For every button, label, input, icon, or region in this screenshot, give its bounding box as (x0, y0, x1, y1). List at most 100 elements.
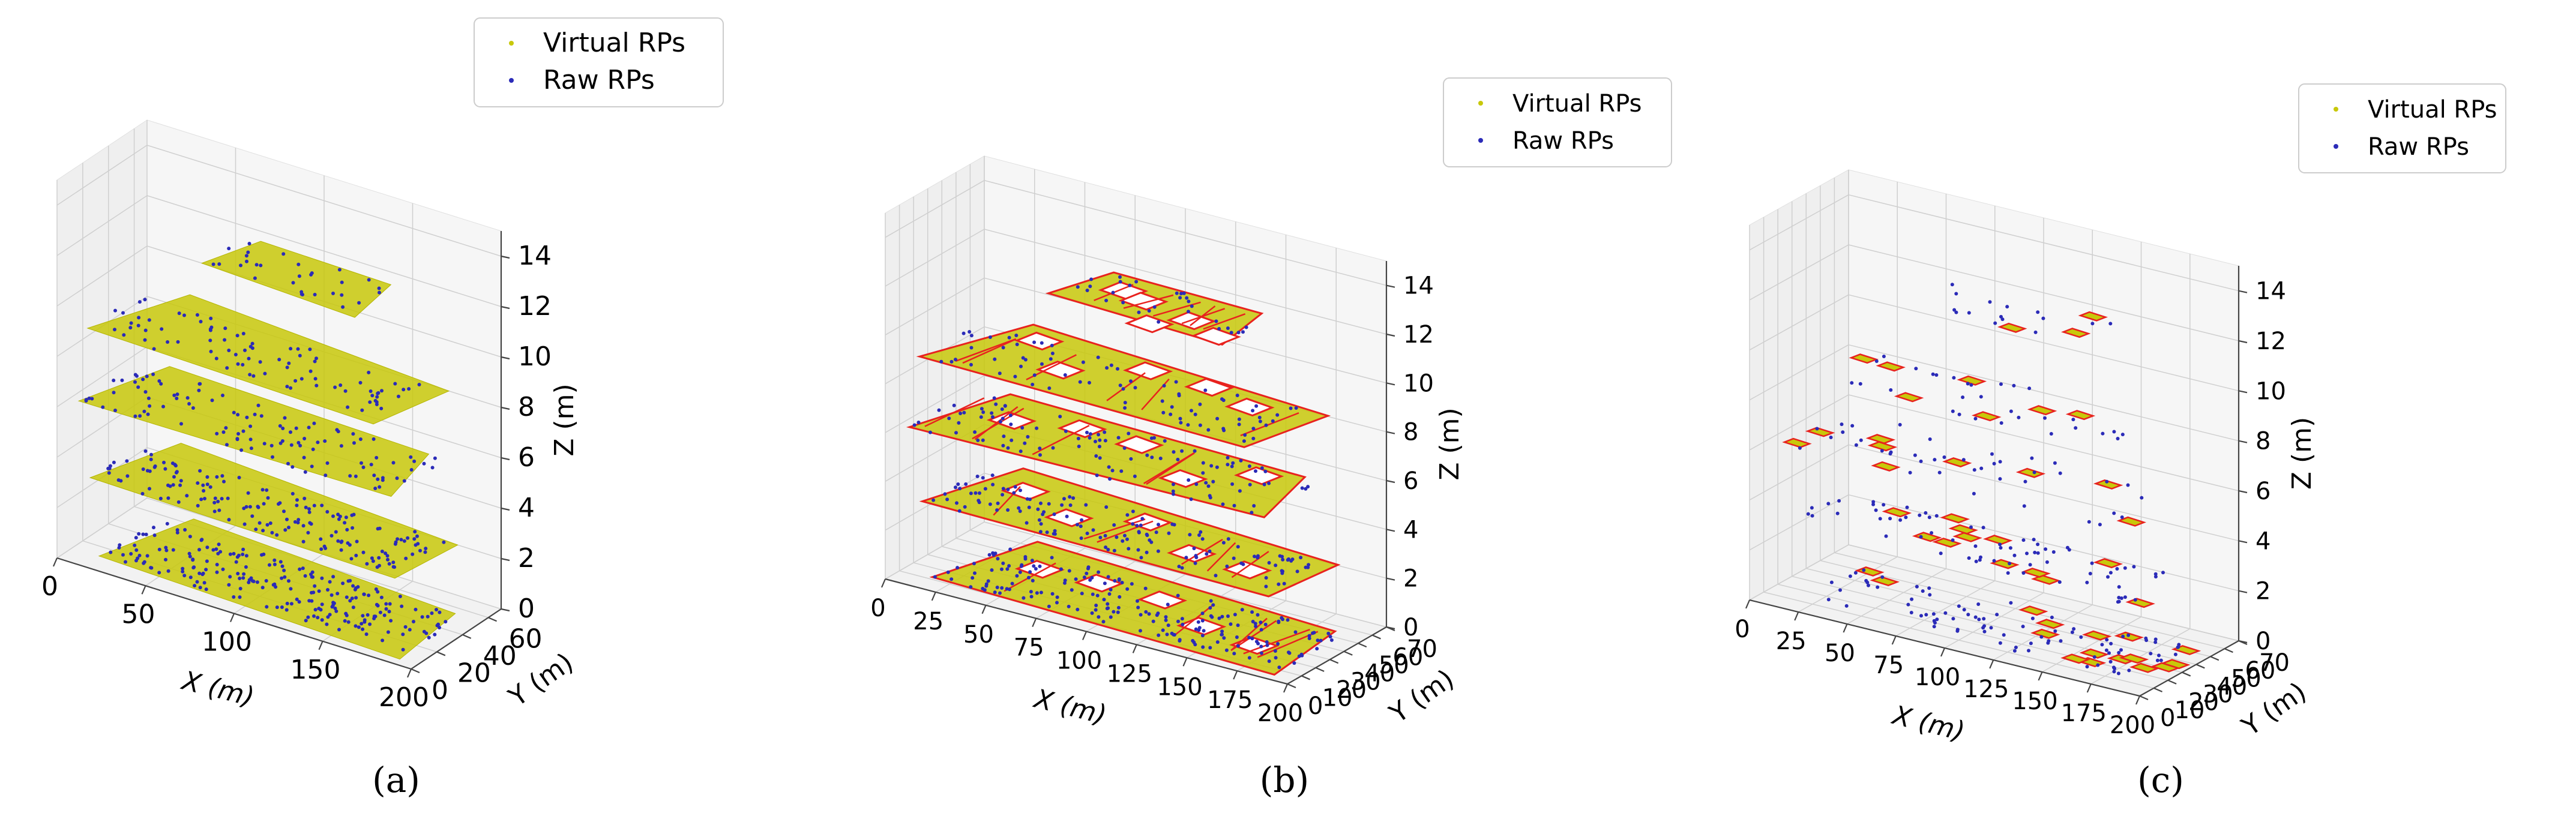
raw-rp-point (1028, 497, 1032, 502)
raw-rp-point (107, 471, 111, 475)
raw-rp-point (1194, 554, 1198, 558)
raw-rp-point (1063, 581, 1067, 585)
raw-rp-point (227, 349, 231, 352)
raw-rp-point (303, 574, 307, 578)
raw-rp-point (1237, 422, 1241, 427)
y-tick-label: 60 (1392, 644, 1423, 671)
raw-rp-point (1006, 508, 1010, 512)
raw-rp-point (173, 464, 178, 468)
raw-rp-point (1035, 591, 1039, 595)
raw-rp-point (1088, 432, 1092, 436)
raw-rp-point (301, 293, 304, 296)
raw-rp-point (2157, 653, 2161, 658)
raw-rp-point (284, 608, 289, 612)
raw-rp-point (1060, 503, 1064, 507)
raw-rp-point (299, 377, 304, 381)
raw-rp-point (1217, 327, 1221, 331)
raw-rp-point (324, 546, 328, 550)
virtual-rp-patch (1948, 524, 1978, 535)
raw-rp-point (1158, 457, 1163, 460)
raw-rp-point (205, 475, 209, 479)
raw-rp-point (333, 607, 337, 610)
raw-rp-point (1274, 563, 1278, 568)
raw-rp-point (928, 430, 932, 434)
raw-rp-point (1002, 434, 1006, 439)
raw-rp-point (1254, 640, 1259, 644)
y-tick (411, 668, 420, 674)
raw-rp-point (228, 552, 232, 556)
raw-rp-point (2092, 655, 2096, 659)
raw-rp-point (1006, 446, 1010, 450)
raw-rp-point (351, 584, 355, 588)
virtual-rp-patch (1940, 513, 1970, 524)
grid-line-z (1749, 494, 1849, 551)
raw-rp-point (261, 529, 265, 533)
raw-rp-point (1934, 373, 1939, 377)
raw-rp-point (1208, 646, 1212, 650)
raw-rp-point (1162, 383, 1166, 388)
raw-rp-point (146, 396, 151, 400)
raw-rp-point (354, 596, 358, 600)
raw-rp-point (1919, 459, 1923, 463)
raw-rp-point (1005, 587, 1009, 591)
z-axis-label: Z (m) (1434, 407, 1465, 480)
raw-rp-point (1118, 383, 1122, 388)
raw-rp-point (1166, 623, 1170, 628)
raw-rp-point (198, 382, 202, 386)
raw-rp-point (1904, 515, 1908, 520)
raw-rp-point (1013, 485, 1017, 489)
raw-rp-point (1145, 550, 1149, 554)
raw-rp-point (1231, 461, 1235, 465)
raw-rp-point (325, 461, 330, 465)
raw-rp-point (384, 607, 388, 611)
raw-rp-point (1921, 589, 1925, 593)
raw-rp-point (1889, 388, 1893, 392)
raw-rp-point (1139, 523, 1143, 527)
raw-rp-point (166, 340, 170, 344)
grid-line-z (1848, 244, 2239, 341)
grid-line-z (885, 375, 985, 433)
raw-rp-point (331, 575, 336, 579)
raw-rp-point (416, 542, 420, 546)
raw-rp-point (268, 563, 271, 567)
raw-rp-point (340, 293, 344, 297)
raw-rp-point (362, 592, 366, 596)
grid-line-z (56, 145, 148, 206)
raw-rp-point (1264, 576, 1268, 580)
raw-rp-point (152, 526, 155, 530)
raw-rp-point (118, 543, 122, 547)
raw-rp-point (264, 579, 268, 583)
raw-rp-point (133, 380, 137, 384)
raw-rp-point (1088, 284, 1092, 289)
raw-rp-point (1328, 635, 1332, 639)
raw-rp-point (176, 340, 180, 344)
region-edge (955, 338, 1016, 362)
raw-rp-point (413, 530, 417, 534)
raw-rp-point (223, 326, 227, 331)
raw-rp-point (143, 338, 147, 342)
raw-rp-point (1826, 598, 1831, 602)
raw-rp-point (351, 526, 355, 530)
raw-rp-point (248, 373, 252, 377)
x-tick (1891, 635, 1897, 645)
raw-rp-point (1123, 533, 1127, 538)
raw-rp-point (331, 292, 335, 295)
x-tick (318, 641, 324, 650)
raw-rp-point (1139, 629, 1142, 633)
raw-rp-point (145, 469, 149, 473)
raw-rp-point (1952, 376, 1956, 380)
raw-rp-point (216, 499, 220, 503)
raw-rp-point (2117, 650, 2121, 655)
raw-rp-point (2014, 646, 2018, 649)
raw-rp-point (1039, 522, 1043, 526)
raw-rp-point (293, 379, 298, 383)
raw-rp-point (1133, 474, 1137, 478)
raw-rp-point (175, 470, 179, 474)
raw-rp-point (1074, 577, 1078, 581)
raw-rp-point (122, 333, 126, 337)
raw-rp-point (402, 479, 406, 483)
raw-rp-point (1307, 637, 1311, 640)
raw-rp-point (1031, 382, 1035, 386)
raw-rp-point (1806, 512, 1810, 516)
raw-rp-point (1108, 477, 1112, 481)
